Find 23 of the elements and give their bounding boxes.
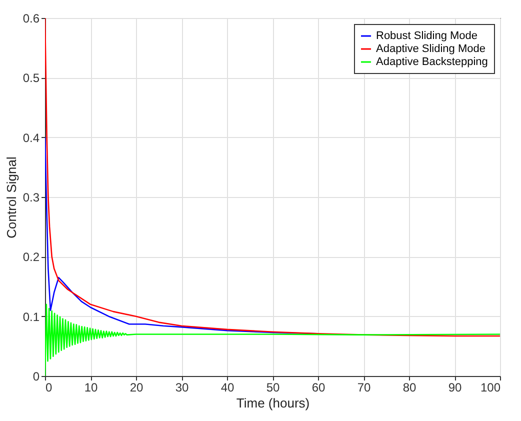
x-axis-title: Time (hours) xyxy=(236,396,310,410)
x-tick-label: 60 xyxy=(312,380,326,394)
x-tick-label: 40 xyxy=(220,380,234,394)
legend-label: Adaptive Sliding Mode xyxy=(376,43,486,55)
x-tick-label: 80 xyxy=(402,380,416,394)
x-tick-label: 0 xyxy=(46,380,52,394)
x-tick-label: 100 xyxy=(480,380,501,394)
y-tick-label: 0.3 xyxy=(22,190,40,204)
y-tick-label: 0.4 xyxy=(22,130,40,145)
x-tick-label: 50 xyxy=(266,380,280,394)
y-tick-label: 0.5 xyxy=(22,71,40,86)
y-tick-label: 0.1 xyxy=(22,310,40,324)
x-tick-label: 20 xyxy=(130,380,144,394)
y-tick-label: 0 xyxy=(32,370,40,384)
x-tick-label: 10 xyxy=(84,380,98,394)
legend-label: Adaptive Backstepping xyxy=(376,56,488,68)
x-tick-label: 30 xyxy=(175,380,189,394)
x-tick-label: 70 xyxy=(357,380,371,394)
y-tick-label: 0.2 xyxy=(22,250,40,264)
y-tick-label: 0.6 xyxy=(22,12,40,26)
legend-label: Robust Sliding Mode xyxy=(376,30,478,42)
x-tick-label: 90 xyxy=(448,380,462,394)
y-axis-title: Control Signal xyxy=(4,156,19,238)
